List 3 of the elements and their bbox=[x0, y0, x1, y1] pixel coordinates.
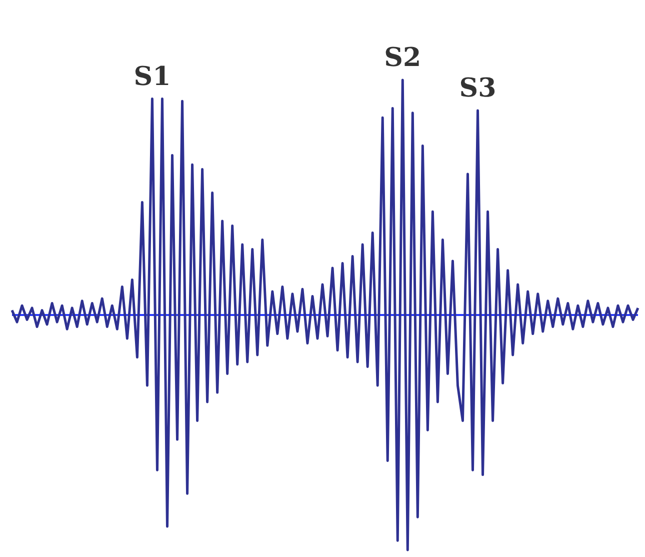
annotation: S3 bbox=[459, 74, 496, 104]
annotation: S2 bbox=[384, 43, 422, 73]
annotation: S1 bbox=[134, 62, 171, 92]
